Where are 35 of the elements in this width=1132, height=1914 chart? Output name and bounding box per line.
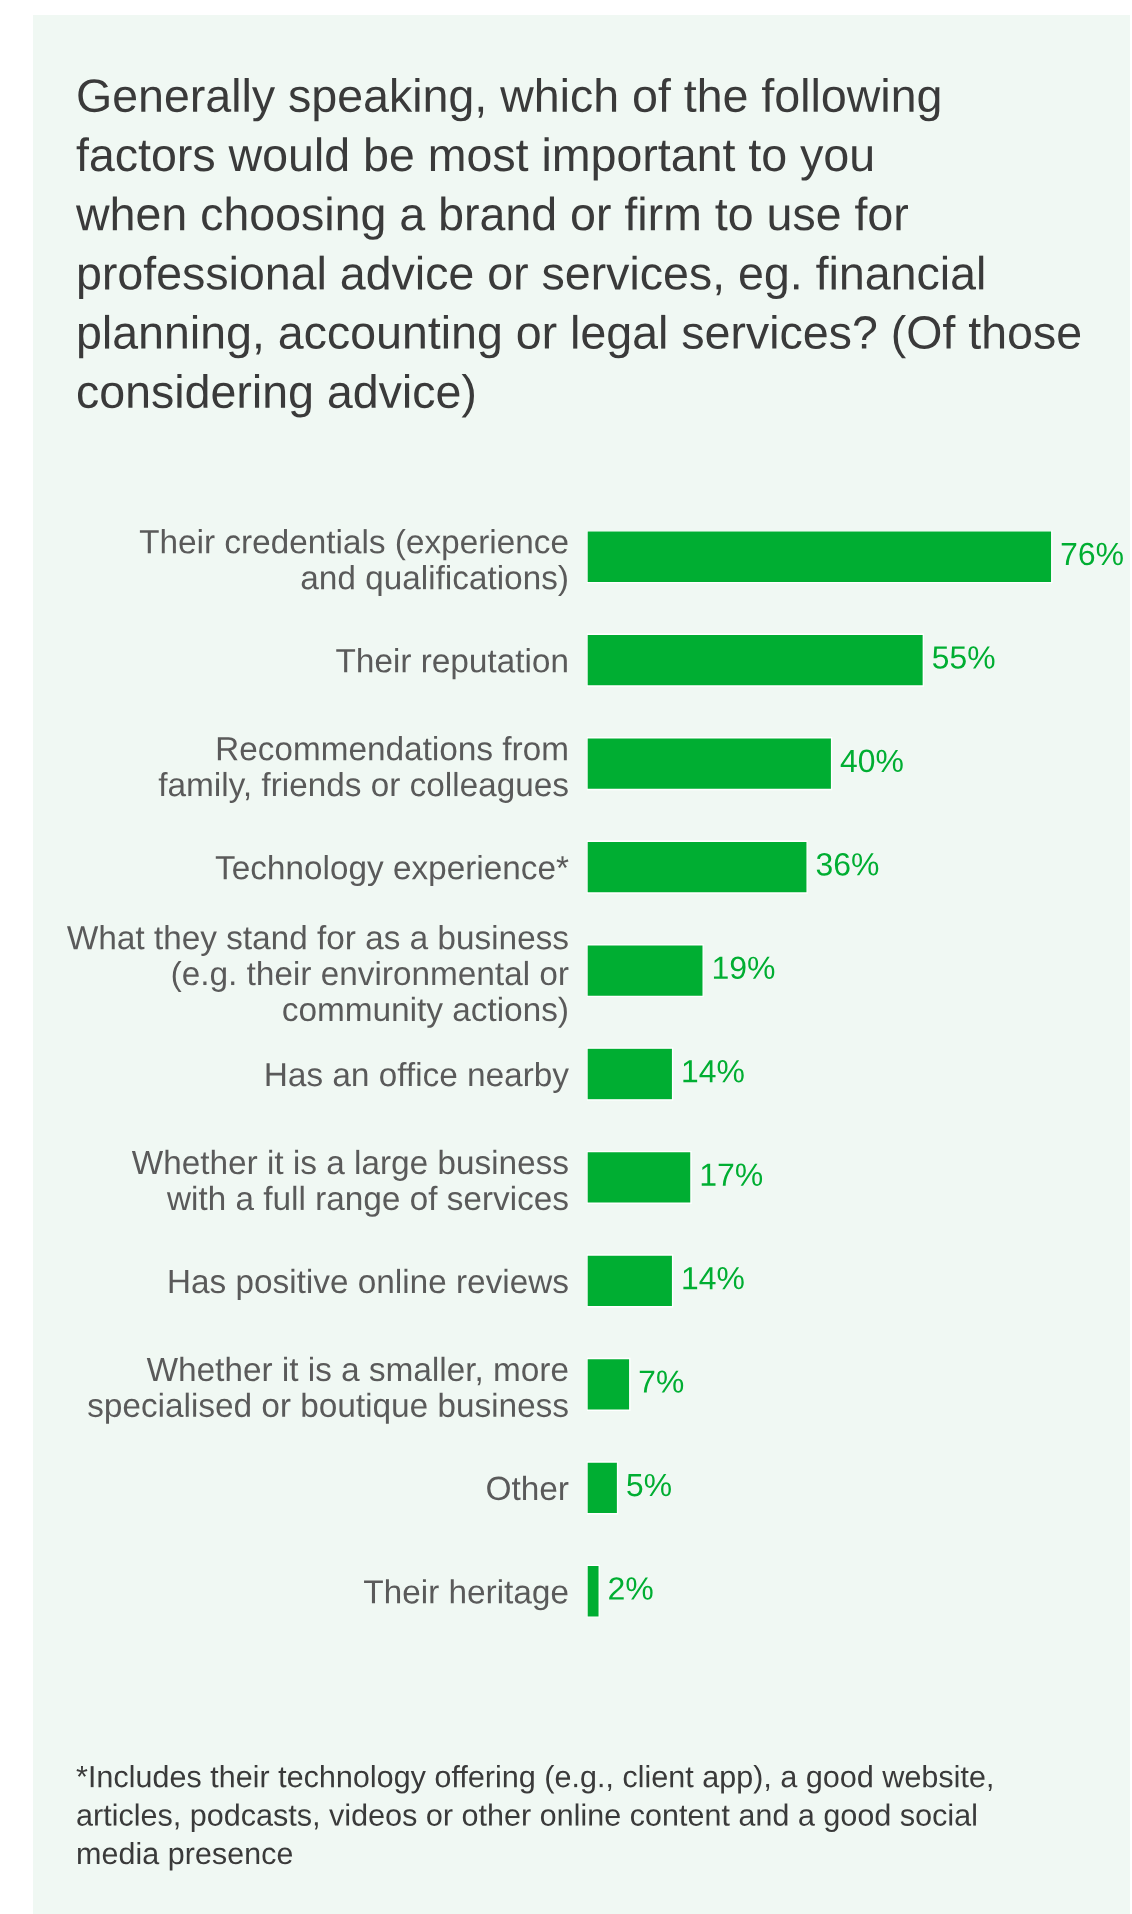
bar (587, 1047, 674, 1101)
y-tick-label: Technology experience* (215, 855, 569, 887)
y-tick-label: Has an office nearby (266, 1061, 569, 1093)
y-tick-label: Whether it is a smaller, more specialised or boutique business (88, 1356, 568, 1424)
y-tick-label: Their credentials (experience and qualifications) (139, 529, 568, 597)
data-label: 55% (932, 646, 995, 669)
data-label: 14% (683, 1267, 744, 1290)
data-label: 17% (701, 1163, 763, 1186)
bar (587, 1357, 631, 1411)
bar (587, 1564, 600, 1618)
bar (587, 1150, 692, 1205)
bar (587, 1254, 674, 1308)
data-label: 7% (639, 1370, 684, 1393)
data-label: 19% (713, 956, 775, 980)
chart-title: Generally speaking, which of the following factors would be most important to you when choosing a brand or firm to use for professional advice or services, eg. financial planning, accounting or legal services? (Of those considering advice) (75, 78, 1081, 418)
bar (587, 943, 704, 998)
y-tick-label: Recommendations from family, friends or colleagues (158, 736, 568, 803)
y-tick-label: Their reputation (336, 648, 567, 680)
bar (587, 633, 925, 687)
bar (587, 737, 833, 791)
data-label: 40% (840, 749, 903, 773)
bar (587, 530, 1053, 584)
data-label: 2% (609, 1577, 653, 1600)
text: *Includes their technology offering (e.g., client app), a good website, articles, podcasts, videos or other online content and a good social media presence (76, 1765, 992, 1871)
bar (587, 1461, 619, 1515)
data-label: 36% (816, 853, 879, 876)
y-tick-label: What they stand for as a business (e.g. their environmental or community actions) (67, 924, 569, 1028)
y-tick-label: Whether it is a large business with a full range of services (131, 1149, 568, 1217)
data-label: 5% (627, 1473, 671, 1497)
y-tick-label: Has positive online reviews (169, 1268, 568, 1300)
data-label: 76% (1061, 542, 1123, 566)
data-label: 14% (683, 1060, 744, 1083)
y-tick-label: Their heritage (364, 1579, 568, 1611)
bar (587, 840, 808, 894)
y-tick-label: Other (487, 1475, 569, 1501)
